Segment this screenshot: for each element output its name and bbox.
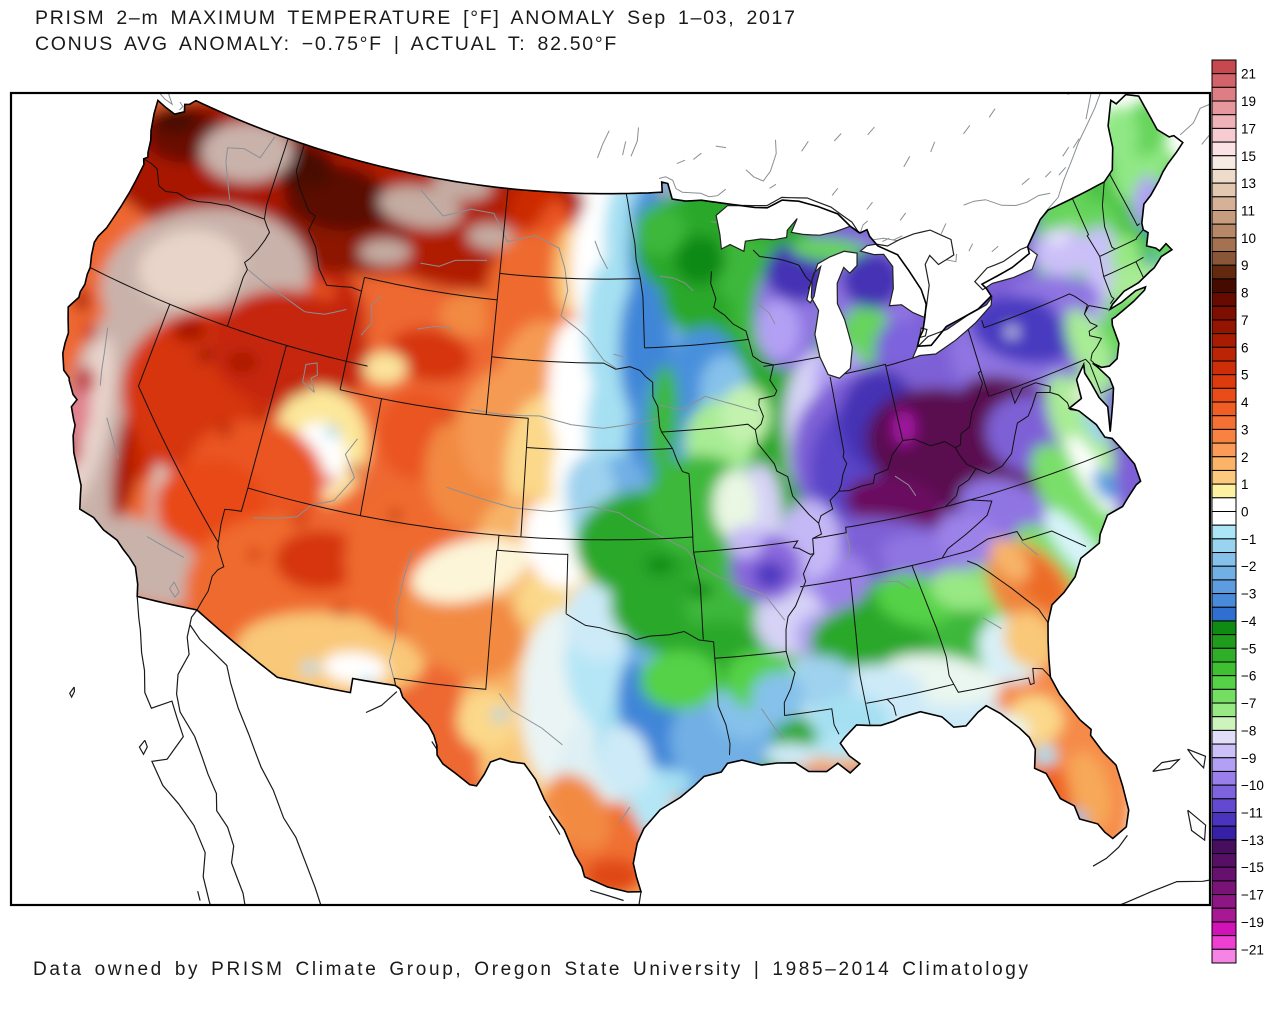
svg-text:10: 10	[1241, 231, 1256, 246]
svg-text:8: 8	[1241, 286, 1249, 301]
svg-text:−3: −3	[1241, 587, 1256, 602]
svg-text:5: 5	[1241, 368, 1249, 383]
svg-text:21: 21	[1241, 67, 1256, 82]
svg-text:−8: −8	[1241, 723, 1256, 738]
svg-text:4: 4	[1241, 395, 1249, 410]
svg-text:13: 13	[1241, 176, 1256, 191]
svg-text:−7: −7	[1241, 696, 1256, 711]
svg-text:−6: −6	[1241, 669, 1256, 684]
svg-text:19: 19	[1241, 94, 1256, 109]
svg-text:−15: −15	[1241, 860, 1264, 875]
svg-text:−1: −1	[1241, 532, 1256, 547]
svg-text:CONUS AVG ANOMALY: −0.75°F | A: CONUS AVG ANOMALY: −0.75°F | ACTUAL T: 8…	[35, 33, 618, 55]
svg-text:−17: −17	[1241, 888, 1264, 903]
svg-text:−2: −2	[1241, 559, 1256, 574]
svg-text:0: 0	[1241, 505, 1249, 520]
svg-text:−10: −10	[1241, 778, 1264, 793]
svg-text:−21: −21	[1241, 942, 1264, 957]
svg-text:−19: −19	[1241, 915, 1264, 930]
svg-text:2: 2	[1241, 450, 1249, 465]
svg-text:−4: −4	[1241, 614, 1257, 629]
svg-text:17: 17	[1241, 121, 1256, 136]
svg-text:7: 7	[1241, 313, 1249, 328]
svg-text:1: 1	[1241, 477, 1249, 492]
svg-text:Data owned by PRISM Climate Gr: Data owned by PRISM Climate Group, Orego…	[33, 959, 1031, 980]
svg-text:6: 6	[1241, 340, 1249, 355]
svg-text:15: 15	[1241, 149, 1256, 164]
svg-text:−5: −5	[1241, 641, 1256, 656]
svg-text:−9: −9	[1241, 751, 1256, 766]
svg-text:11: 11	[1241, 204, 1255, 219]
svg-text:PRISM 2–m MAXIMUM TEMPERATURE: PRISM 2–m MAXIMUM TEMPERATURE [°F] ANOMA…	[35, 7, 797, 29]
svg-text:3: 3	[1241, 422, 1249, 437]
svg-text:−13: −13	[1241, 833, 1264, 848]
svg-text:−11: −11	[1241, 806, 1263, 821]
svg-text:9: 9	[1241, 258, 1249, 273]
